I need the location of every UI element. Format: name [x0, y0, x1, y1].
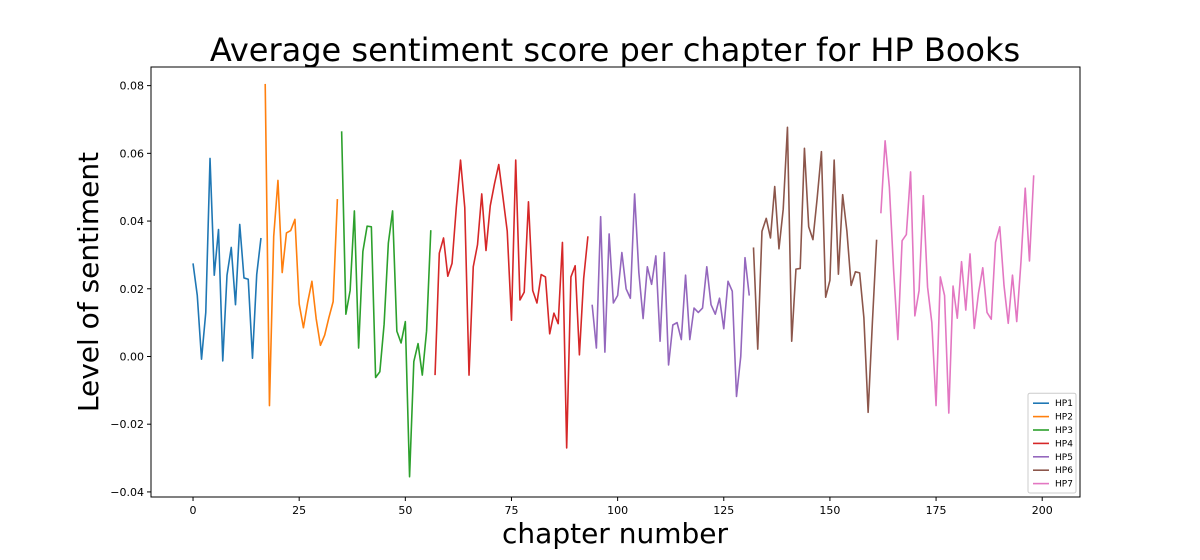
legend-label-hp1: HP1 [1055, 399, 1073, 409]
x-axis: 0 25 50 75 100 125 150 175 200 [190, 497, 1053, 517]
series-line-hp1 [192, 157, 262, 362]
y-tick-label: 0.08 [120, 80, 145, 93]
series-line-hp3 [340, 131, 432, 478]
legend-box [1027, 392, 1077, 494]
series-line-hp7 [880, 140, 1035, 414]
chart-title: Average sentiment score per chapter for … [210, 31, 1020, 69]
y-axis-label: Level of sentiment [72, 152, 105, 412]
x-axis-label: chapter number [502, 517, 728, 550]
legend-label-hp2: HP2 [1055, 413, 1073, 423]
y-tick-label: 0.06 [120, 147, 145, 160]
legend: HP1 HP2 HP3 HP4 HP5 HP6 HP7 [1027, 392, 1077, 494]
series-line-hp2 [264, 83, 339, 407]
y-axis: −0.04 −0.02 0.00 0.02 0.04 0.06 0.08 [110, 80, 151, 499]
legend-label-hp5: HP5 [1055, 453, 1073, 463]
legend-label-hp4: HP4 [1055, 439, 1073, 449]
series-line-hp4 [434, 159, 589, 449]
legend-label-hp3: HP3 [1055, 426, 1073, 436]
legend-label-hp6: HP6 [1055, 466, 1073, 476]
series-line-hp6 [752, 126, 878, 414]
x-tick-label: 150 [819, 504, 840, 517]
series-line-hp5 [591, 193, 751, 398]
x-tick-label: 125 [713, 504, 734, 517]
x-tick-label: 75 [504, 504, 518, 517]
x-tick-label: 50 [398, 504, 412, 517]
y-tick-label: 0.02 [120, 283, 145, 296]
x-tick-label: 25 [292, 504, 306, 517]
y-tick-label: 0.04 [120, 215, 145, 228]
y-tick-label: 0.00 [120, 350, 145, 363]
y-tick-label: −0.02 [110, 418, 144, 431]
y-tick-label: −0.04 [110, 486, 144, 499]
x-tick-label: 0 [190, 504, 197, 517]
series-layer [192, 83, 1035, 478]
x-tick-label: 100 [607, 504, 628, 517]
legend-label-hp7: HP7 [1055, 480, 1073, 490]
x-tick-label: 200 [1032, 504, 1053, 517]
x-tick-label: 175 [926, 504, 947, 517]
plot-frame [150, 66, 1081, 498]
